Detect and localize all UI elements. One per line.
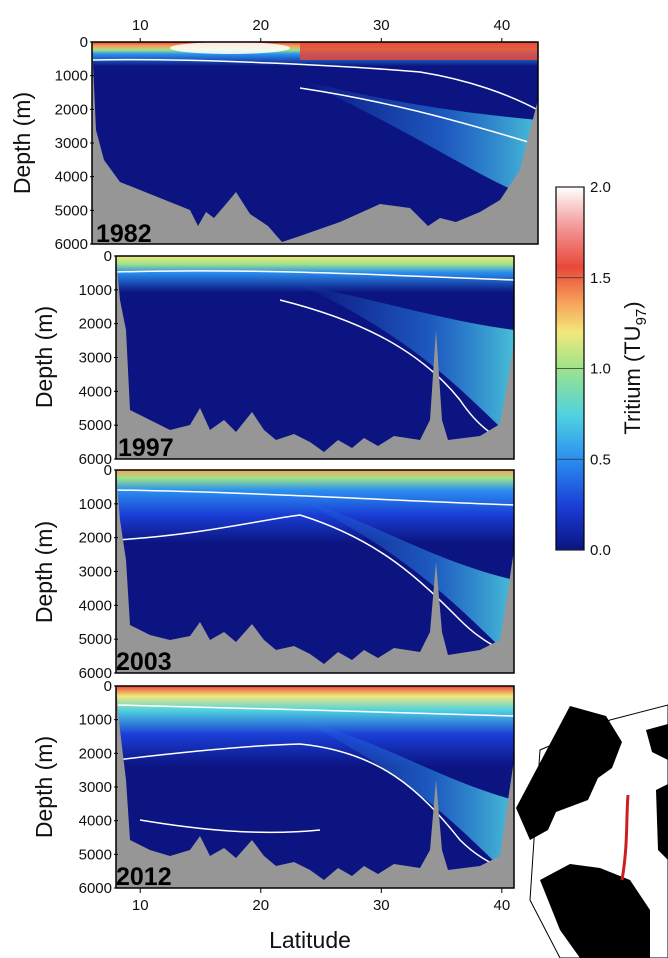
inset-north-america [516,706,622,840]
y-tick-label: 4000 [79,597,112,614]
blue-tongue-2003 [300,500,514,660]
y-tick-label: 1000 [79,712,112,729]
y-axis-label-1982: Depth (m) [9,92,35,194]
inset-greenland [646,724,668,760]
section-panel-1982: 1982 0 1000 2000 3000 4000 5000 6000 Depth (m) [9,34,539,253]
y-tick-label: 1000 [79,496,112,513]
x-tick-label-top: 30 [373,17,390,34]
colorbar-tick-label: 0.0 [590,542,611,559]
y-tick-label: 2000 [79,530,112,547]
x-tick-label-bottom: 40 [493,897,510,914]
y-tick-label: 3000 [79,564,112,581]
inset-south-america [540,864,650,958]
contour-2012 [115,704,515,873]
x-tick-label-top: 40 [493,17,510,34]
y-ticks-2003: 0 1000 2000 3000 4000 5000 6000 [79,462,118,682]
x-tick-label-top: 10 [132,17,149,34]
y-tick-label: 0 [80,34,88,51]
colorbar: 0.0 0.5 1.0 1.5 2.0 Tritium (TU97) [555,179,650,559]
inset-map [516,704,668,958]
blue-tongue-2012 [300,720,514,880]
colorbar-tick-label: 1.0 [590,361,611,378]
cruise-track [620,794,630,881]
contour-2003 [115,489,515,656]
colorbar-tick-label: 2.0 [590,179,611,196]
y-tick-label: 3000 [79,779,112,796]
y-tick-label: 2000 [79,316,112,333]
y-tick-label: 5000 [55,202,88,219]
y-tick-label: 3000 [55,135,88,152]
surface-red-1982 [300,42,538,60]
section-panel-1997: 1997 0 1000 2000 3000 4000 5000 6000 Depth (m) [31,248,515,468]
bathymetry-1997 [116,256,514,459]
y-tick-label: 2000 [79,745,112,762]
y-tick-label: 6000 [55,236,88,253]
colorbar-tick-label: 0.5 [590,451,611,468]
y-tick-label: 1000 [79,282,112,299]
x-axis-label: Latitude [269,927,351,953]
year-label-2003: 2003 [116,648,172,676]
colorbar-label: Tritium (TU97) [620,301,650,434]
section-panel-2012: 2012 0 1000 2000 3000 4000 5000 6000 Depth (m) [31,678,515,897]
colorbar-tick-label: 1.5 [590,270,611,287]
bathymetry-1982 [92,42,538,244]
y-tick-label: 6000 [79,665,112,682]
y-tick-label: 2000 [55,101,88,118]
y-axis-label-2012: Depth (m) [31,736,57,838]
y-tick-label: 5000 [79,846,112,863]
y-tick-label: 4000 [55,169,88,186]
y-tick-label: 5000 [79,631,112,648]
y-axis-label-2003: Depth (m) [31,521,57,623]
y-tick-label: 3000 [79,350,112,367]
x-ticks-bottom: 10 20 30 40 [132,888,510,914]
y-tick-label: 0 [104,462,112,479]
y-tick-label: 0 [104,248,112,265]
x-tick-label-bottom: 20 [252,897,269,914]
y-ticks-1997: 0 1000 2000 3000 4000 5000 6000 [79,248,118,468]
y-axis-label-1997: Depth (m) [31,306,57,408]
section-panel-2003: 2003 0 1000 2000 3000 4000 5000 6000 Depth (m) [31,462,515,682]
year-label-1997: 1997 [118,434,174,462]
year-label-2012: 2012 [116,863,172,891]
y-tick-label: 6000 [79,451,112,468]
x-tick-label-top: 20 [252,17,269,34]
blue-tongue-1982 [300,80,538,200]
y-tick-label: 0 [104,678,112,695]
blue-tongue-1997 [300,285,514,440]
inset-africa [656,784,668,860]
y-tick-label: 5000 [79,417,112,434]
contour-1982 [91,58,539,146]
x-ticks-top: 10 20 30 40 [132,17,510,42]
year-label-1982: 1982 [96,220,152,248]
y-ticks-2012: 0 1000 2000 3000 4000 5000 6000 [79,678,118,897]
colorbar-ticks: 0.0 0.5 1.0 1.5 2.0 [556,179,611,559]
y-tick-label: 6000 [79,880,112,897]
x-tick-label-bottom: 10 [132,897,149,914]
bathymetry-2012 [116,686,514,888]
bathymetry-2003 [116,470,514,673]
y-tick-label: 4000 [79,813,112,830]
x-tick-label-bottom: 30 [373,897,390,914]
y-ticks-1982: 0 1000 2000 3000 4000 5000 6000 [55,34,94,253]
surface-white-1982 [170,42,290,54]
y-tick-label: 1000 [55,68,88,85]
y-tick-label: 4000 [79,383,112,400]
